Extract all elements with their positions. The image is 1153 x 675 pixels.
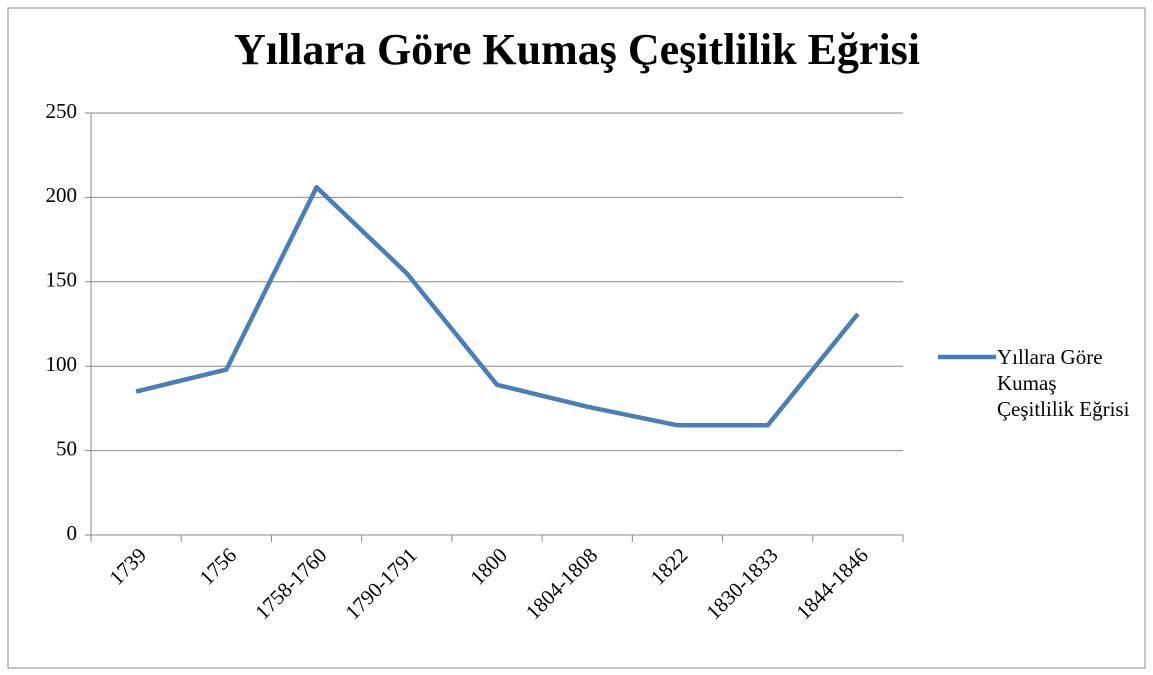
- y-tick-label: 200: [46, 183, 78, 207]
- y-tick-label: 100: [46, 352, 78, 376]
- chart-title: Yıllara Göre Kumaş Çeşitlilik Eğrisi: [234, 25, 920, 74]
- chart-border: [7, 7, 1146, 669]
- legend-label: Yıllara Göre Kumaş Çeşitlilik Eğrisi: [997, 345, 1130, 421]
- y-tick-label: 150: [46, 268, 78, 292]
- line-series: [135, 185, 860, 428]
- y-tick-label: 50: [56, 436, 77, 460]
- y-tick-label: 250: [46, 99, 78, 123]
- y-tick-label: 0: [67, 521, 78, 545]
